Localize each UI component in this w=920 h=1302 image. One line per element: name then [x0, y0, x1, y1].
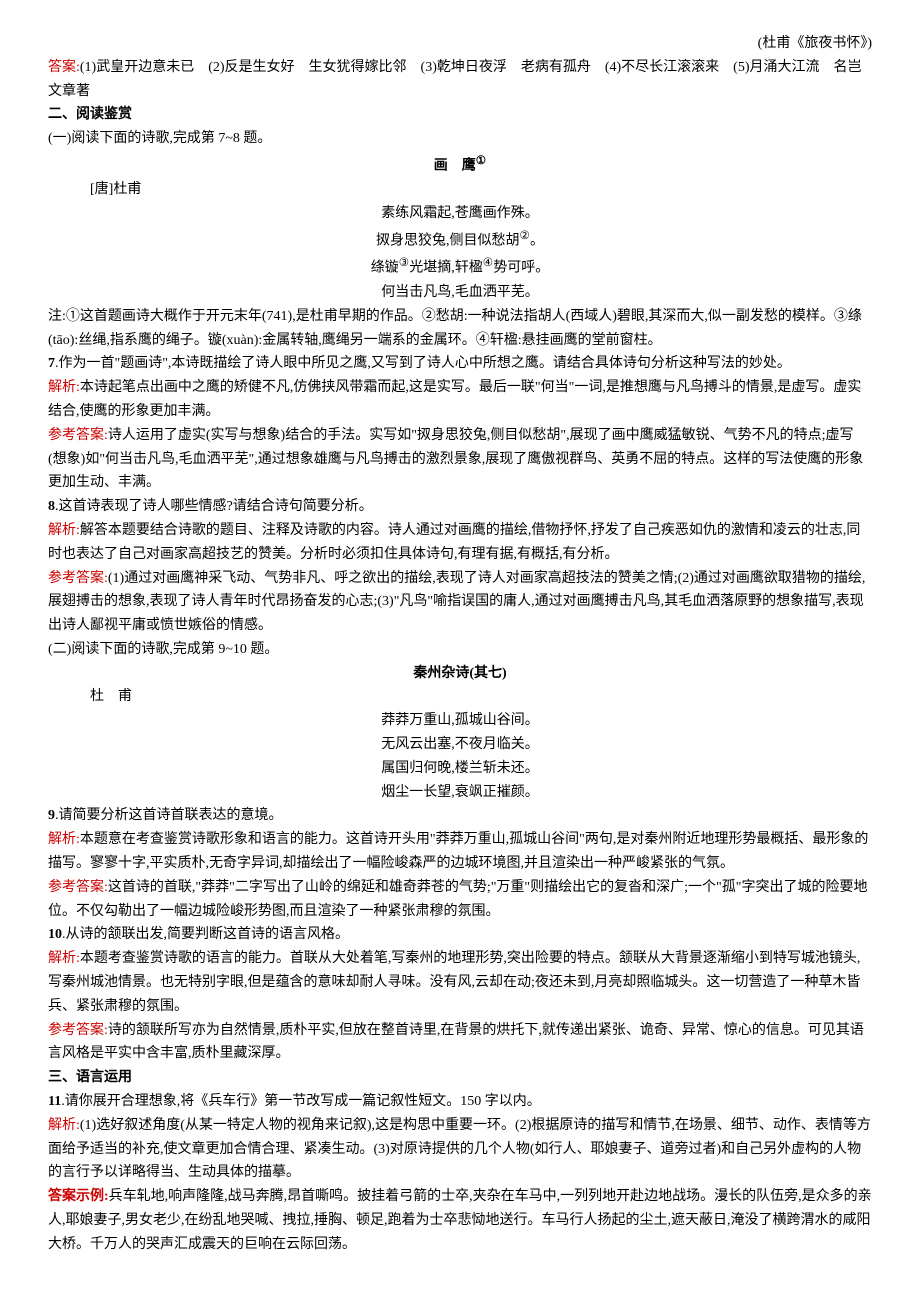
citation-1: (杜甫《旅夜书怀》): [48, 32, 872, 56]
poem-1-line-3: 绦镟③光堪摘,轩楹④势可呼。: [48, 253, 872, 280]
part-2-intro: (二)阅读下面的诗歌,完成第 9~10 题。: [48, 638, 872, 662]
ckda-10: 参考答案:诗的颔联所写亦为自然情景,质朴平实,但放在整首诗里,在背景的烘托下,就…: [48, 1019, 872, 1067]
answer-label: 答案:: [48, 60, 80, 75]
question-9: 9.请简要分析这首诗首联表达的意境。: [48, 804, 872, 828]
question-8: 8.这首诗表现了诗人哪些情感?请结合诗句简要分析。: [48, 495, 872, 519]
question-7: 77.作为一首"题画诗",本诗既描绘了诗人眼中所见之鹰,又写到了诗人心中所想之鹰…: [48, 352, 872, 376]
ckda-9: 参考答案:这首诗的首联,"莽莽"二字写出了山岭的绵延和雄奇莽苍的气势;"万重"则…: [48, 876, 872, 924]
poem-2-title: 秦州杂诗(其七): [48, 662, 872, 686]
poem-2-line-2: 无风云出塞,不夜月临关。: [48, 733, 872, 757]
answer-block-1: 答案:(1)武皇开边意未已 (2)反是生女好 生女犹得嫁比邻 (3)乾坤日夜浮 …: [48, 56, 872, 104]
jiexi-8: 解析:解答本题要结合诗歌的题目、注释及诗歌的内容。诗人通过对画鹰的描绘,借物抒怀…: [48, 519, 872, 567]
jiexi-9: 解析:本题意在考查鉴赏诗歌形象和语言的能力。这首诗开头用"莽莽万重山,孤城山谷间…: [48, 828, 872, 876]
part-1-intro: (一)阅读下面的诗歌,完成第 7~8 题。: [48, 127, 872, 151]
ckda-8: 参考答案:(1)通过对画鹰神采飞动、气势非凡、呼之欲出的描绘,表现了诗人对画家高…: [48, 567, 872, 638]
poem-2-line-4: 烟尘一长望,衰飒正摧颜。: [48, 781, 872, 805]
note-sup-2: ②: [520, 229, 530, 242]
poem-2-author: 杜 甫: [48, 685, 872, 709]
jiexi-10: 解析:本题考查鉴赏诗歌的语言的能力。首联从大处着笔,写秦州的地理形势,突出险要的…: [48, 947, 872, 1018]
note-1: 注:①这首题画诗大概作于开元末年(741),是杜甫早期的作品。②愁胡:一种说法指…: [48, 305, 872, 353]
section-3-title: 三、语言运用: [48, 1066, 872, 1090]
poem-1-author: [唐]杜甫: [48, 178, 872, 202]
ckda-7: 参考答案:诗人运用了虚实(实写与想象)结合的手法。实写如"㧐身思狡兔,侧目似愁胡…: [48, 424, 872, 495]
ans-11-label: 答案示例:: [48, 1189, 109, 1204]
question-11: 11.请你展开合理想象,将《兵车行》第一节改写成一篇记叙性短文。150 字以内。: [48, 1090, 872, 1114]
jiexi-7: 解析:本诗起笔点出画中之鹰的矫健不凡,仿佛挟风带霜而起,这是实写。最后一联"何当…: [48, 376, 872, 424]
note-sup-3: ③: [399, 256, 409, 269]
poem-2-line-3: 属国归何晚,楼兰斩未还。: [48, 757, 872, 781]
jiexi-11: 解析:(1)选好叙述角度(从某一特定人物的视角来记叙),这是构思中重要一环。(2…: [48, 1114, 872, 1185]
poem-1-line-1: 素练风霜起,苍鹰画作殊。: [48, 202, 872, 226]
poem-1-title: 画 鹰①: [48, 151, 872, 178]
note-sup-1: ①: [476, 154, 486, 167]
note-sup-4: ④: [483, 256, 493, 269]
poem-1-line-2: 㧐身思狡兔,侧目似愁胡②。: [48, 226, 872, 253]
answer-1-text: (1)武皇开边意未已 (2)反是生女好 生女犹得嫁比邻 (3)乾坤日夜浮 老病有…: [48, 60, 862, 99]
poem-2-line-1: 莽莽万重山,孤城山谷间。: [48, 709, 872, 733]
question-10: 10.从诗的颔联出发,简要判断这首诗的语言风格。: [48, 923, 872, 947]
ckda-label: 参考答案:: [48, 428, 108, 443]
ans-11: 答案示例:兵车轧地,响声隆隆,战马奔腾,昂首嘶鸣。披挂着弓箭的士卒,夹杂在车马中…: [48, 1185, 872, 1256]
jiexi-label: 解析:: [48, 380, 80, 395]
section-2-title: 二、阅读鉴赏: [48, 103, 872, 127]
poem-1-line-4: 何当击凡鸟,毛血洒平芜。: [48, 281, 872, 305]
